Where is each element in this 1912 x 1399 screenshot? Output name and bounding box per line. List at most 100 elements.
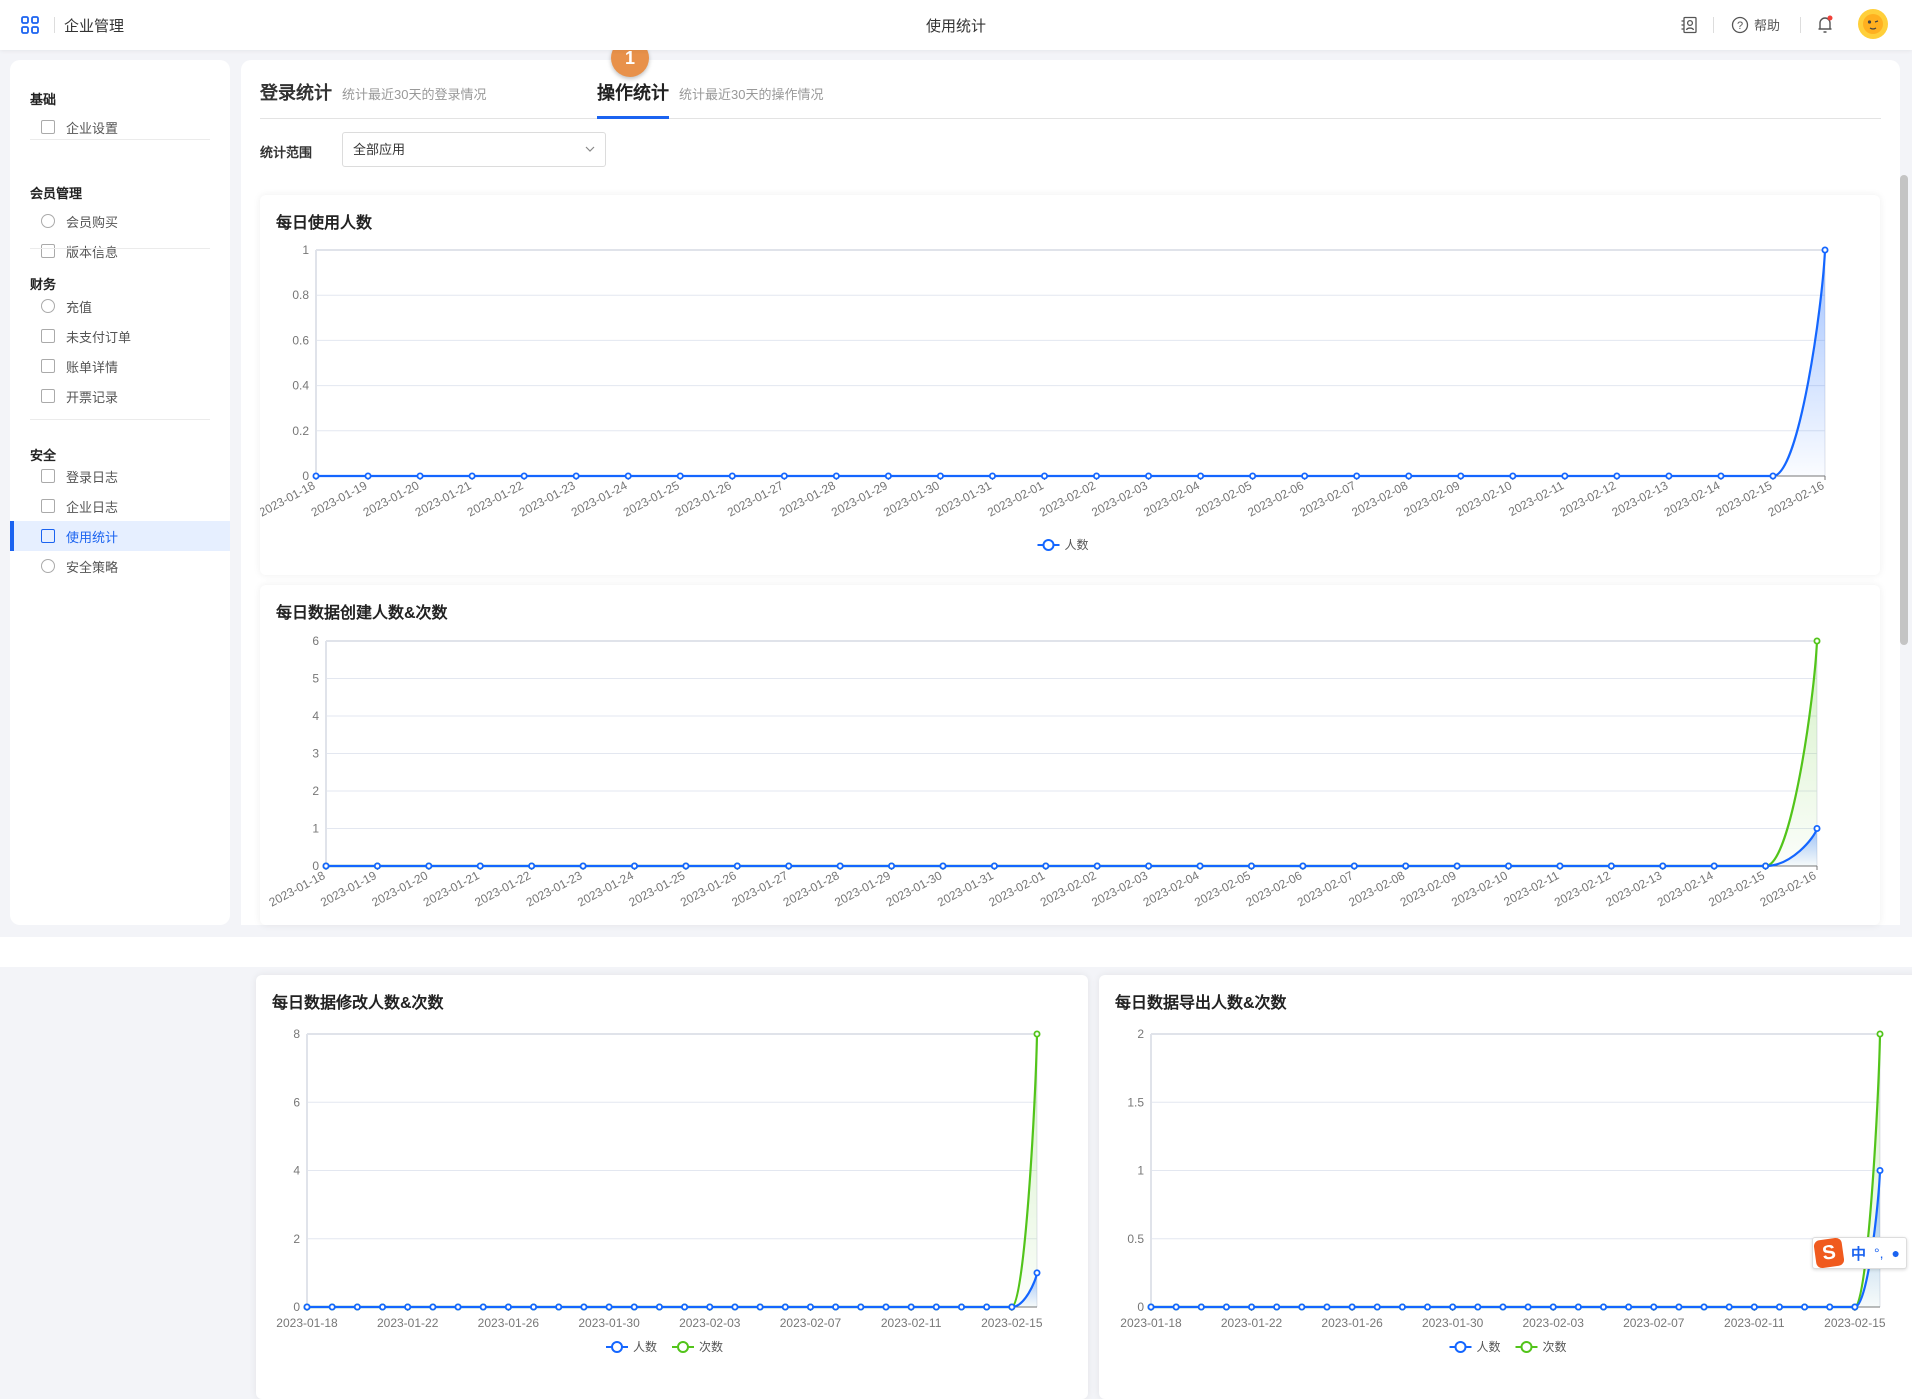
data-point[interactable] — [530, 1303, 538, 1311]
data-point[interactable] — [353, 1303, 361, 1311]
data-point[interactable] — [1876, 1030, 1884, 1038]
data-point[interactable] — [888, 862, 896, 870]
data-point[interactable] — [1607, 862, 1615, 870]
legend-item[interactable]: 次数 — [1515, 1339, 1567, 1354]
data-point[interactable] — [1457, 472, 1465, 480]
data-point[interactable] — [939, 862, 947, 870]
data-point[interactable] — [756, 1303, 764, 1311]
sidebar-item[interactable]: 安全策略 — [10, 551, 230, 581]
data-point[interactable] — [806, 1303, 814, 1311]
data-point[interactable] — [1405, 472, 1413, 480]
data-point[interactable] — [1725, 1303, 1733, 1311]
data-point[interactable] — [328, 1303, 336, 1311]
data-point[interactable] — [1700, 1303, 1708, 1311]
data-point[interactable] — [379, 1303, 387, 1311]
data-point[interactable] — [454, 1303, 462, 1311]
data-point[interactable] — [1710, 862, 1718, 870]
sidebar-item[interactable]: 企业设置 — [10, 112, 230, 142]
data-point[interactable] — [1247, 862, 1255, 870]
data-point[interactable] — [1042, 862, 1050, 870]
data-point[interactable] — [1373, 1303, 1381, 1311]
data-point[interactable] — [520, 472, 528, 480]
data-point[interactable] — [1826, 1303, 1834, 1311]
data-point[interactable] — [303, 1303, 311, 1311]
data-point[interactable] — [1474, 1303, 1482, 1311]
data-point[interactable] — [1549, 1303, 1557, 1311]
data-point[interactable] — [681, 1303, 689, 1311]
data-point[interactable] — [983, 1303, 991, 1311]
data-point[interactable] — [655, 1303, 663, 1311]
data-point[interactable] — [468, 472, 476, 480]
data-point[interactable] — [990, 862, 998, 870]
data-point[interactable] — [364, 472, 372, 480]
data-point[interactable] — [580, 1303, 588, 1311]
data-point[interactable] — [605, 1303, 613, 1311]
data-point[interactable] — [1509, 472, 1517, 480]
scrollbar-thumb[interactable] — [1900, 175, 1908, 645]
data-point[interactable] — [1172, 1303, 1180, 1311]
data-point[interactable] — [1249, 472, 1257, 480]
data-point[interactable] — [1040, 472, 1048, 480]
data-point[interactable] — [785, 862, 793, 870]
data-point[interactable] — [1402, 862, 1410, 870]
data-point[interactable] — [630, 1303, 638, 1311]
data-point[interactable] — [1813, 637, 1821, 645]
data-point[interactable] — [936, 472, 944, 480]
data-point[interactable] — [1298, 1303, 1306, 1311]
data-point[interactable] — [1801, 1303, 1809, 1311]
legend-item[interactable]: 人数 — [1037, 537, 1089, 552]
ime-toolbar[interactable]: S 中 °, ● — [1812, 1237, 1907, 1269]
data-point[interactable] — [706, 1303, 714, 1311]
data-point[interactable] — [1424, 1303, 1432, 1311]
data-point[interactable] — [932, 1303, 940, 1311]
data-point[interactable] — [731, 1303, 739, 1311]
data-point[interactable] — [1625, 1303, 1633, 1311]
data-point[interactable] — [1499, 1303, 1507, 1311]
data-point[interactable] — [1505, 862, 1513, 870]
data-point[interactable] — [1033, 1030, 1041, 1038]
data-point[interactable] — [1613, 472, 1621, 480]
data-point[interactable] — [728, 472, 736, 480]
tab-operation-stats[interactable]: 操作统计 统计最近30天的操作情况 — [597, 79, 823, 105]
data-point[interactable] — [555, 1303, 563, 1311]
data-point[interactable] — [1147, 1303, 1155, 1311]
data-point[interactable] — [1093, 862, 1101, 870]
data-point[interactable] — [404, 1303, 412, 1311]
avatar[interactable] — [1857, 8, 1889, 40]
data-point[interactable] — [1222, 1303, 1230, 1311]
data-point[interactable] — [1350, 862, 1358, 870]
data-point[interactable] — [988, 472, 996, 480]
data-point[interactable] — [1248, 1303, 1256, 1311]
data-point[interactable] — [572, 472, 580, 480]
sidebar-item[interactable]: 充值 — [10, 291, 230, 321]
data-point[interactable] — [1449, 1303, 1457, 1311]
data-point[interactable] — [1876, 1166, 1884, 1174]
data-point[interactable] — [1650, 1303, 1658, 1311]
sidebar-item[interactable]: 未支付订单 — [10, 321, 230, 351]
data-point[interactable] — [1093, 472, 1101, 480]
data-point[interactable] — [780, 472, 788, 480]
data-point[interactable] — [579, 862, 587, 870]
grid-icon[interactable] — [21, 16, 39, 34]
data-point[interactable] — [1398, 1303, 1406, 1311]
data-point[interactable] — [1717, 472, 1725, 480]
data-point[interactable] — [1145, 862, 1153, 870]
data-point[interactable] — [1301, 472, 1309, 480]
legend-item[interactable]: 次数 — [672, 1339, 723, 1354]
data-point[interactable] — [528, 862, 536, 870]
data-point[interactable] — [1659, 862, 1667, 870]
legend-item[interactable]: 人数 — [1449, 1339, 1501, 1354]
sidebar-item[interactable]: 版本信息 — [10, 236, 230, 266]
data-point[interactable] — [1008, 1303, 1016, 1311]
data-point[interactable] — [416, 472, 424, 480]
data-point[interactable] — [1197, 1303, 1205, 1311]
data-point[interactable] — [1196, 862, 1204, 870]
data-point[interactable] — [1775, 1303, 1783, 1311]
data-point[interactable] — [1574, 1303, 1582, 1311]
data-point[interactable] — [836, 862, 844, 870]
data-point[interactable] — [832, 1303, 840, 1311]
data-point[interactable] — [504, 1303, 512, 1311]
data-point[interactable] — [312, 472, 320, 480]
sidebar-item[interactable]: 会员购买 — [10, 206, 230, 236]
data-point[interactable] — [1145, 472, 1153, 480]
